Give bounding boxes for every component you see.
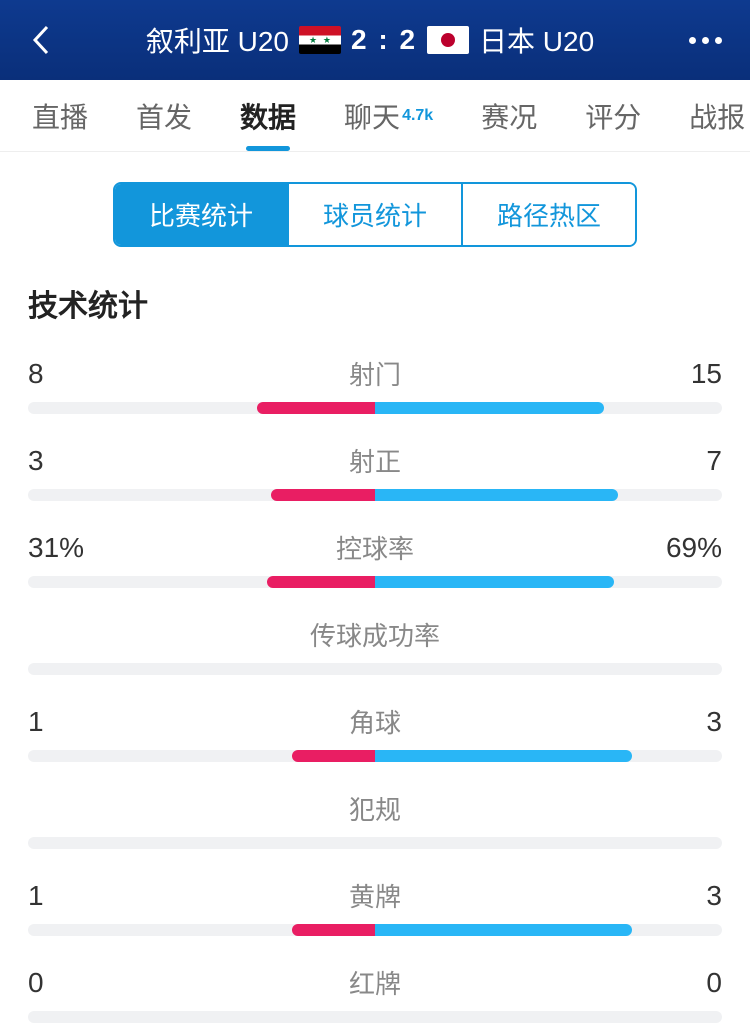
nav-tabs: 直播首发数据聊天4.7k赛况评分战报 (0, 80, 750, 152)
tab-2[interactable]: 数据 (216, 80, 320, 151)
stat-row: 1黄牌3 (28, 877, 722, 936)
stat-row: 31%控球率69% (28, 529, 722, 588)
stats-list: 8射门153射正731%控球率69%传球成功率1角球3犯规1黄牌30红牌0 (0, 355, 750, 1023)
stat-value-left: 1 (28, 880, 88, 912)
stat-bar-track (28, 402, 722, 414)
tab-badge: 4.7k (402, 107, 433, 125)
stat-bar-track (28, 924, 722, 936)
flag-syria-icon (299, 26, 341, 54)
stat-value-right: 3 (662, 706, 722, 738)
stat-value-left: 1 (28, 706, 88, 738)
tab-4[interactable]: 赛况 (457, 80, 561, 151)
stat-bar-right (375, 924, 632, 936)
stat-row: 犯规 (28, 790, 722, 849)
stat-value-right: 0 (662, 967, 722, 999)
stat-head: 8射门15 (28, 355, 722, 392)
more-button[interactable] (680, 37, 730, 44)
tab-3[interactable]: 聊天4.7k (320, 80, 457, 151)
stat-head: 1角球3 (28, 703, 722, 740)
stat-label: 红牌 (88, 964, 662, 1001)
stat-value-left: 0 (28, 967, 88, 999)
back-button[interactable] (20, 20, 60, 60)
stat-bar-right (375, 576, 614, 588)
tab-6[interactable]: 战报 (665, 80, 750, 151)
stat-row: 0红牌0 (28, 964, 722, 1023)
tab-1[interactable]: 首发 (112, 80, 216, 151)
stat-label: 黄牌 (88, 877, 662, 914)
stat-head: 犯规 (28, 790, 722, 827)
match-header: 叙利亚 U20 2 : 2 日本 U20 (0, 0, 750, 80)
stat-value-right: 7 (662, 445, 722, 477)
team-right-name: 日本 U20 (479, 20, 594, 60)
tab-0[interactable]: 直播 (8, 80, 112, 151)
stat-bar-right (375, 750, 632, 762)
segment-0[interactable]: 比赛统计 (115, 184, 289, 245)
chevron-left-icon (29, 23, 51, 57)
stat-label: 射正 (88, 442, 662, 479)
stat-bar-track (28, 837, 722, 849)
stat-row: 8射门15 (28, 355, 722, 414)
match-score: 2 : 2 (351, 24, 417, 56)
stat-head: 1黄牌3 (28, 877, 722, 914)
stat-row: 3射正7 (28, 442, 722, 501)
dot-icon (702, 37, 709, 44)
tab-5[interactable]: 评分 (561, 80, 665, 151)
stat-bar-track (28, 750, 722, 762)
stat-label: 传球成功率 (88, 616, 662, 653)
segment-1[interactable]: 球员统计 (289, 184, 463, 245)
dot-icon (689, 37, 696, 44)
stat-bar-left (267, 576, 375, 588)
team-left-name: 叙利亚 U20 (146, 20, 289, 60)
stat-row: 传球成功率 (28, 616, 722, 675)
stat-value-right: 3 (662, 880, 722, 912)
stat-value-right: 69% (662, 532, 722, 564)
stat-head: 3射正7 (28, 442, 722, 479)
segment-control: 比赛统计球员统计路径热区 (113, 182, 637, 247)
section-title: 技术统计 (0, 271, 750, 355)
stat-value-right: 15 (662, 358, 722, 390)
stat-bar-track (28, 489, 722, 501)
stat-value-left: 3 (28, 445, 88, 477)
stat-bar-left (292, 750, 375, 762)
segment-2[interactable]: 路径热区 (463, 184, 635, 245)
stat-head: 31%控球率69% (28, 529, 722, 566)
stat-value-left: 8 (28, 358, 88, 390)
match-title: 叙利亚 U20 2 : 2 日本 U20 (60, 20, 680, 60)
stat-bar-left (292, 924, 375, 936)
stat-head: 传球成功率 (28, 616, 722, 653)
flag-japan-icon (427, 26, 469, 54)
dot-icon (715, 37, 722, 44)
stat-label: 射门 (88, 355, 662, 392)
stat-bar-right (375, 402, 604, 414)
stat-value-left: 31% (28, 532, 88, 564)
stat-bar-left (257, 402, 375, 414)
stat-row: 1角球3 (28, 703, 722, 762)
stat-bar-left (271, 489, 375, 501)
stat-label: 角球 (88, 703, 662, 740)
stat-label: 控球率 (88, 529, 662, 566)
stat-head: 0红牌0 (28, 964, 722, 1001)
segment-wrap: 比赛统计球员统计路径热区 (0, 152, 750, 271)
stat-bar-track (28, 663, 722, 675)
stat-bar-track (28, 576, 722, 588)
stat-label: 犯规 (88, 790, 662, 827)
stat-bar-track (28, 1011, 722, 1023)
stat-bar-right (375, 489, 618, 501)
